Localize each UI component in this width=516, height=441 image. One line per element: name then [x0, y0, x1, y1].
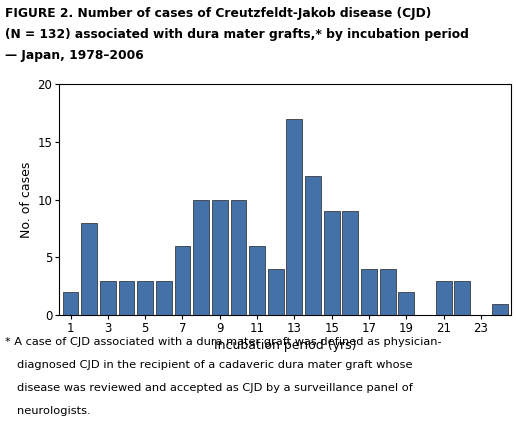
Text: disease was reviewed and accepted as CJD by a surveillance panel of: disease was reviewed and accepted as CJD…	[17, 383, 413, 393]
X-axis label: Incubation period (yrs): Incubation period (yrs)	[214, 340, 357, 352]
Bar	[193, 199, 209, 315]
Text: FIGURE 2. Number of cases of Creutzfeldt-Jakob disease (CJD): FIGURE 2. Number of cases of Creutzfeldt…	[5, 7, 431, 19]
Bar	[62, 292, 78, 315]
Text: — Japan, 1978–2006: — Japan, 1978–2006	[5, 49, 144, 62]
Bar	[156, 280, 172, 315]
Bar	[492, 304, 508, 315]
Bar	[380, 269, 396, 315]
Bar	[212, 199, 228, 315]
Bar	[174, 246, 190, 315]
Bar	[100, 280, 116, 315]
Bar	[398, 292, 414, 315]
Bar	[81, 223, 97, 315]
Text: (N = 132) associated with dura mater grafts,* by incubation period: (N = 132) associated with dura mater gra…	[5, 28, 469, 41]
Text: * A case of CJD associated with a dura mater graft was defined as physician-: * A case of CJD associated with a dura m…	[5, 337, 442, 348]
Bar	[249, 246, 265, 315]
Y-axis label: No. of cases: No. of cases	[20, 161, 34, 238]
Bar	[119, 280, 135, 315]
Bar	[455, 280, 470, 315]
Bar	[343, 211, 358, 315]
Bar	[137, 280, 153, 315]
Text: diagnosed CJD in the recipient of a cadaveric dura mater graft whose: diagnosed CJD in the recipient of a cada…	[17, 360, 412, 370]
Bar	[361, 269, 377, 315]
Bar	[268, 269, 284, 315]
Bar	[231, 199, 246, 315]
Bar	[324, 211, 340, 315]
Bar	[436, 280, 452, 315]
Text: neurologists.: neurologists.	[17, 406, 91, 416]
Bar	[305, 176, 321, 315]
Bar	[286, 119, 302, 315]
